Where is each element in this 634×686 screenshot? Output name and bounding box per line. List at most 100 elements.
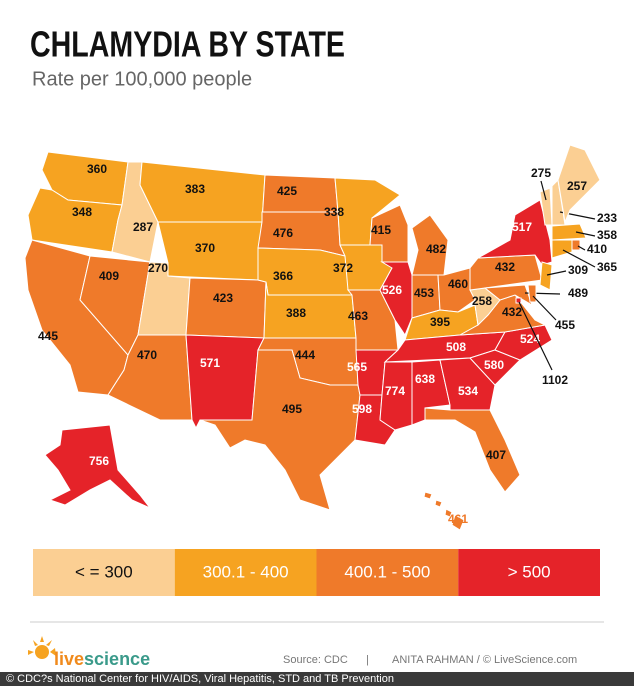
state-value: 756 xyxy=(89,454,109,468)
logo-sun xyxy=(35,645,49,659)
state-value: 445 xyxy=(38,329,58,343)
state xyxy=(185,277,267,339)
state-value: 409 xyxy=(99,269,119,283)
state-value: 257 xyxy=(567,179,587,193)
state-value: 460 xyxy=(448,277,468,291)
state xyxy=(494,324,553,361)
state-value: 370 xyxy=(195,241,215,255)
legend-swatch xyxy=(174,549,317,596)
state-value: 432 xyxy=(502,305,522,319)
callout-line xyxy=(575,231,596,237)
logo-science: science xyxy=(84,649,150,669)
state-value: 233 xyxy=(597,211,617,225)
legend-label: 400.1 - 500 xyxy=(344,562,430,581)
legend-label: < = 300 xyxy=(75,562,133,581)
state-value: 526 xyxy=(382,283,402,297)
state xyxy=(44,424,151,509)
logo-icon xyxy=(28,636,56,659)
state-value: 565 xyxy=(347,360,367,374)
logo-live: live xyxy=(54,649,84,669)
callout-line xyxy=(540,180,547,201)
state-value: 275 xyxy=(531,166,551,180)
state-island xyxy=(434,499,443,508)
state-value: 444 xyxy=(295,348,315,362)
state xyxy=(557,144,601,224)
state-value: 395 xyxy=(430,315,450,329)
state-value: 372 xyxy=(333,261,353,275)
state-value: 489 xyxy=(568,286,588,300)
caption: © CDC?s National Center for HIV/AIDS, Vi… xyxy=(6,673,394,685)
state-value: 461 xyxy=(448,512,468,526)
state-value: 338 xyxy=(324,205,344,219)
state-value: 453 xyxy=(414,286,434,300)
state-value: 388 xyxy=(286,306,306,320)
separator: | xyxy=(366,654,369,666)
legend-label: 300.1 - 400 xyxy=(203,562,289,581)
state xyxy=(424,407,521,493)
state xyxy=(515,297,522,304)
state xyxy=(551,223,587,241)
state-value: 287 xyxy=(133,220,153,234)
state-value: 774 xyxy=(385,384,405,398)
state-value: 407 xyxy=(486,448,506,462)
source: Source: CDC xyxy=(283,654,348,666)
state-value: 463 xyxy=(348,309,368,323)
state-value: 425 xyxy=(277,184,297,198)
callout-line xyxy=(518,301,553,371)
legend-swatch xyxy=(316,549,459,596)
state-value: 598 xyxy=(352,402,372,416)
state-value: 470 xyxy=(137,348,157,362)
subtitle: Rate per 100,000 people xyxy=(32,68,252,90)
state-value: 270 xyxy=(148,261,168,275)
state xyxy=(539,261,553,291)
state-value: 517 xyxy=(512,220,532,234)
legend: < = 300 300.1 - 400 400.1 - 500 > 500 xyxy=(33,549,600,596)
state-value: 482 xyxy=(426,242,446,256)
state-value: 410 xyxy=(587,242,607,256)
state-value: 258 xyxy=(472,294,492,308)
state xyxy=(477,199,553,266)
state-value: 580 xyxy=(484,358,504,372)
state-value: 1102 xyxy=(542,373,568,387)
state-value: 360 xyxy=(87,162,107,176)
state xyxy=(527,284,537,303)
state-value: 534 xyxy=(458,384,478,398)
logo: livescience xyxy=(54,649,150,669)
caption-bar xyxy=(0,672,634,686)
state xyxy=(157,221,263,281)
callout-line xyxy=(546,270,567,276)
state xyxy=(551,239,573,259)
state-value: 415 xyxy=(371,223,391,237)
callout-line xyxy=(532,295,557,321)
state xyxy=(199,349,361,511)
state-island xyxy=(444,508,453,518)
state-value: 455 xyxy=(555,318,575,332)
state-value: 508 xyxy=(446,340,466,354)
state-value: 365 xyxy=(597,260,617,274)
title: CHLAMYDIA BY STATE xyxy=(30,24,345,65)
state xyxy=(483,284,533,307)
state-value: 358 xyxy=(597,228,617,242)
logo-rays xyxy=(28,636,56,656)
state-value: 348 xyxy=(72,205,92,219)
callout-line xyxy=(562,249,596,268)
state-value: 383 xyxy=(185,182,205,196)
state xyxy=(379,261,413,337)
state-island xyxy=(451,514,465,531)
state-value: 432 xyxy=(495,260,515,274)
state-value: 571 xyxy=(200,356,220,370)
legend-label: > 500 xyxy=(508,562,551,581)
callout-line xyxy=(577,245,586,251)
state xyxy=(571,239,581,251)
state-value: 423 xyxy=(213,291,233,305)
state-value: 366 xyxy=(273,269,293,283)
state xyxy=(423,491,433,500)
map: 360 348 445 409 287 383 370 270 470 423 571 425 476 3… xyxy=(24,144,617,531)
state-value: 309 xyxy=(568,263,588,277)
legend-swatch xyxy=(33,549,175,596)
state-value: 638 xyxy=(415,372,435,386)
state-value: 495 xyxy=(282,402,302,416)
state-value: 476 xyxy=(273,226,293,240)
credit: ANITA RAHMAN / © LiveScience.com xyxy=(392,654,577,666)
